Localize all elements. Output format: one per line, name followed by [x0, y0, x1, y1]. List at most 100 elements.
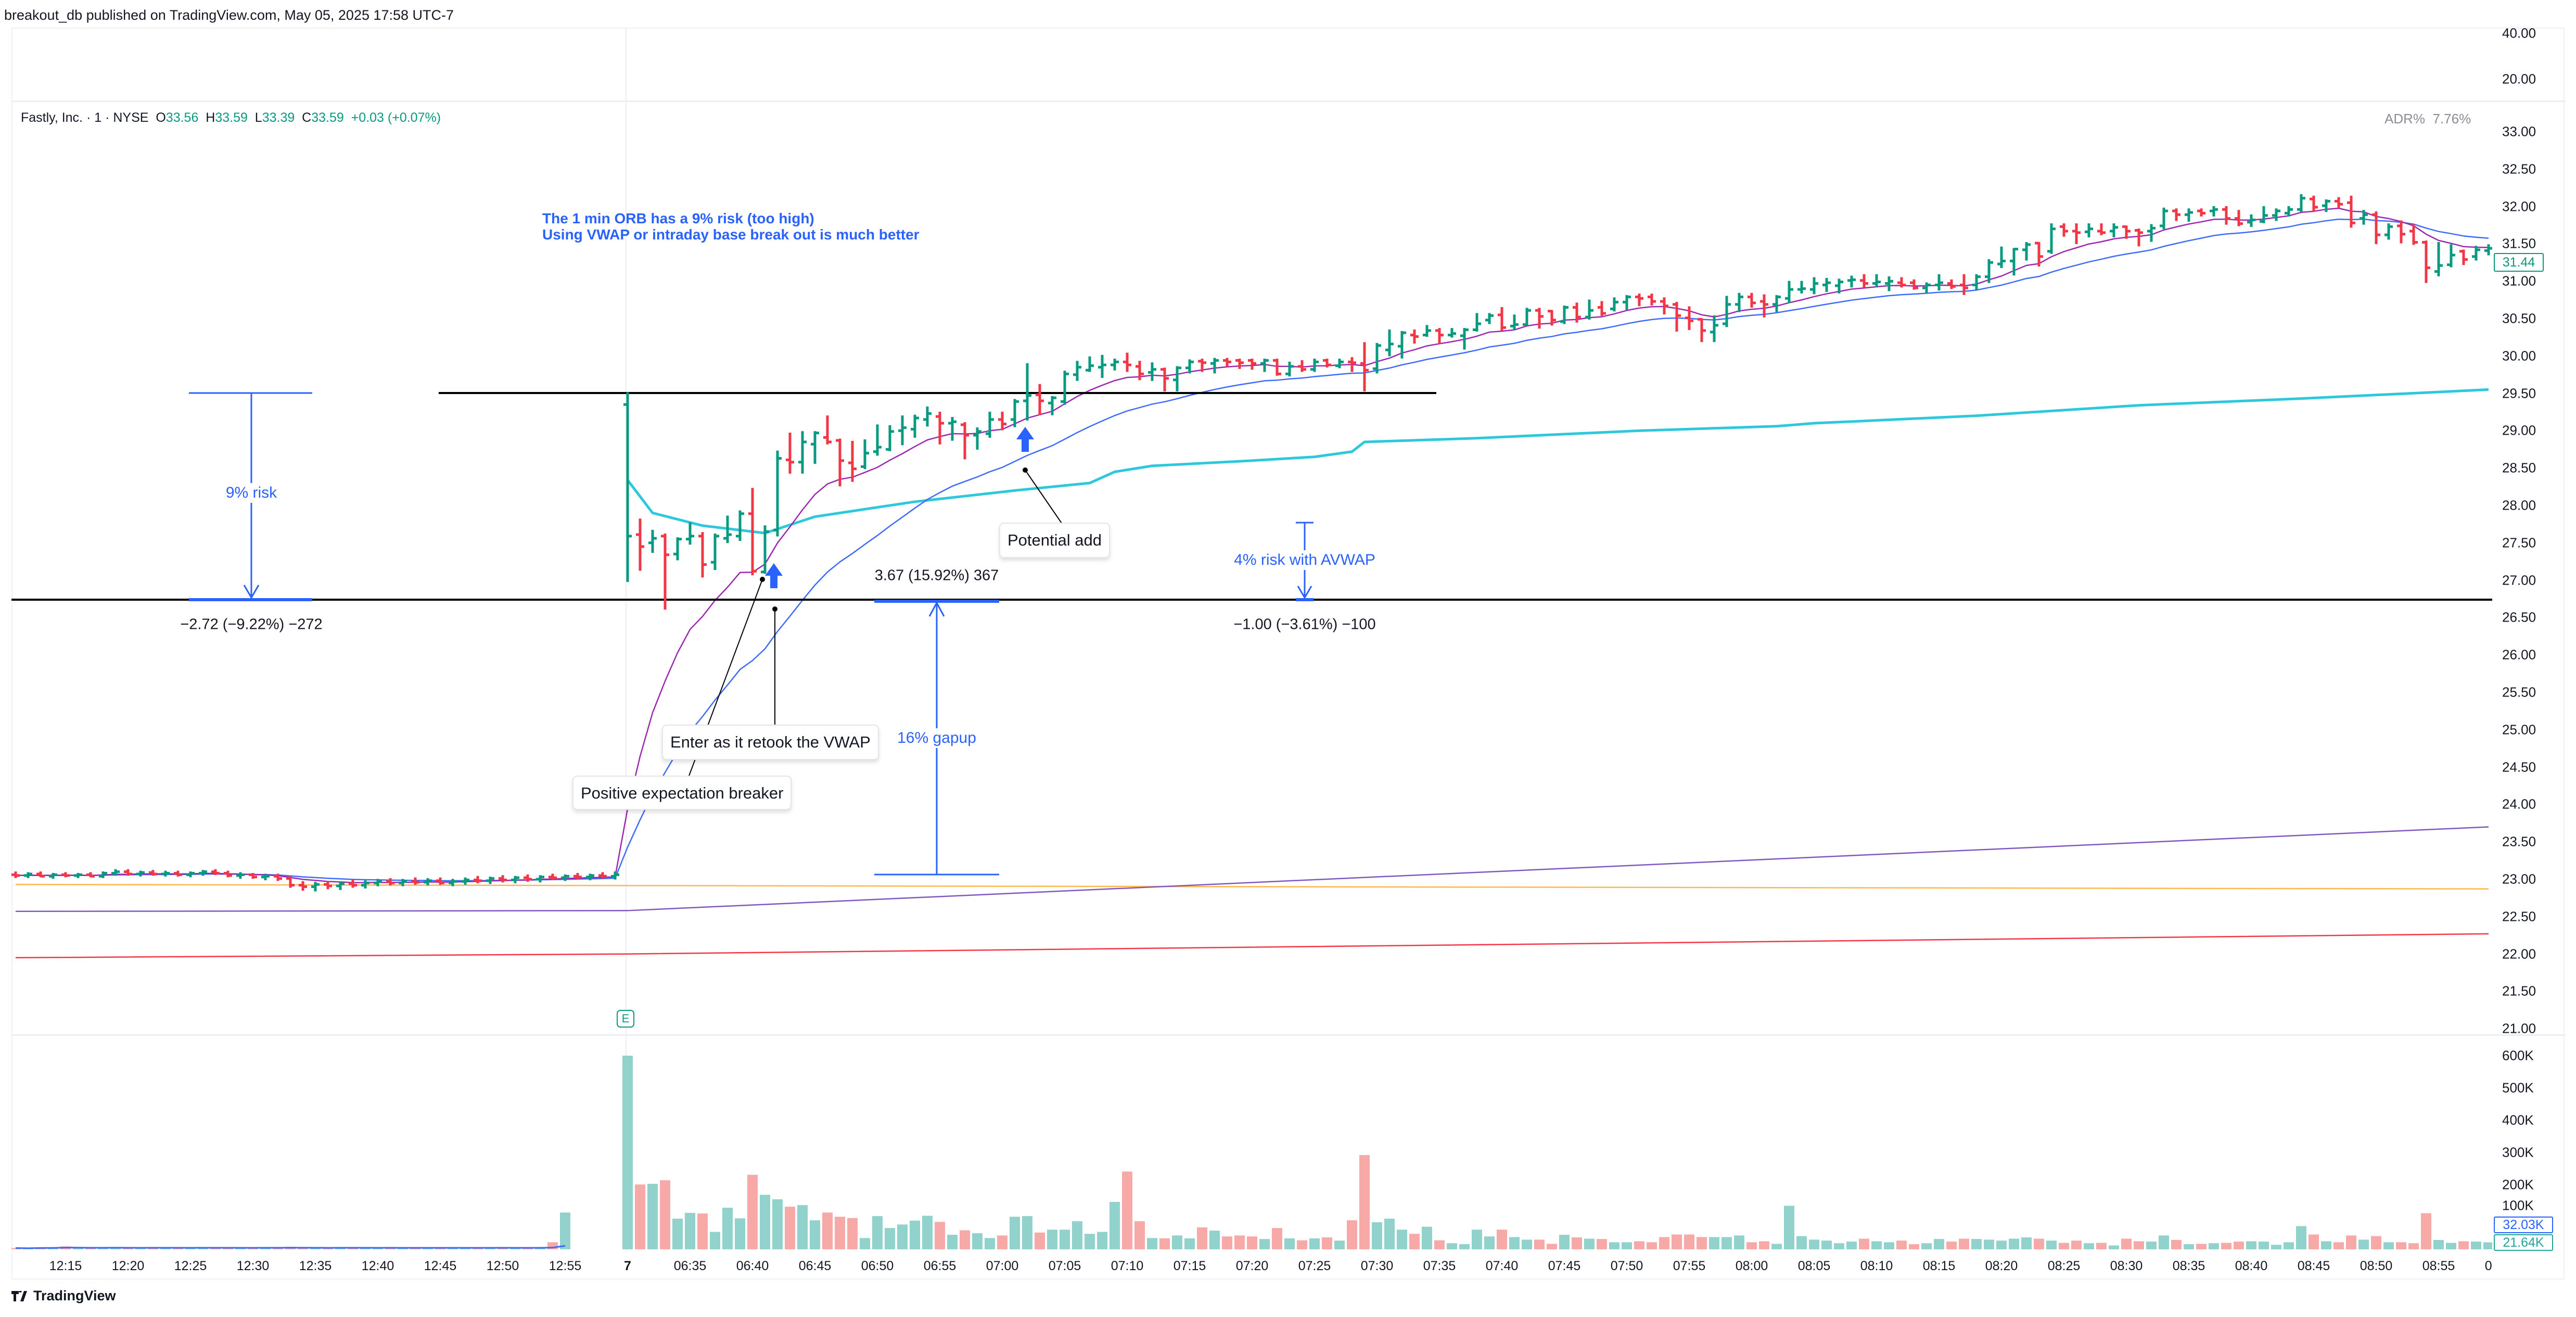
price-bar	[11, 871, 20, 878]
volume-bar	[1809, 1239, 1819, 1249]
volume-bar	[1721, 1237, 1732, 1249]
drawings[interactable]	[11, 392, 2492, 876]
volume-bar	[2309, 1234, 2319, 1249]
price-bar	[1835, 278, 1843, 294]
price-bar	[986, 411, 994, 438]
volume-bar	[2259, 1242, 2269, 1249]
price-bar	[1735, 293, 1743, 312]
price-axis-label: 22.00	[2502, 946, 2536, 962]
price-bar	[2422, 240, 2430, 283]
price-bar	[299, 881, 307, 891]
volume-bar	[1946, 1242, 1957, 1249]
price-bar	[2172, 208, 2180, 221]
volume-bar	[2296, 1226, 2306, 1249]
volume-bar	[510, 1248, 520, 1249]
price-bar	[1360, 342, 1369, 391]
published-caption: breakout_db published on TradingView.com…	[4, 7, 454, 23]
volume-bar	[2171, 1240, 2182, 1249]
price-bar	[186, 871, 195, 878]
price-bar	[124, 869, 132, 876]
price-bar	[49, 872, 57, 879]
price-bar	[111, 869, 120, 876]
price-bar	[261, 873, 270, 880]
price-bar	[1985, 259, 1993, 283]
price-bar	[823, 415, 832, 445]
price-bar	[723, 515, 732, 543]
entry-arrow-up-icon[interactable]	[765, 563, 783, 588]
earnings-marker-icon[interactable]: E	[617, 1010, 634, 1028]
note-line-2: Using VWAP or intraday base break out is…	[542, 226, 920, 243]
price-bar	[1435, 328, 1444, 344]
volume-bar	[85, 1248, 96, 1249]
callout-positive-expectation[interactable]: Positive expectation breaker	[572, 776, 792, 810]
volume-bar	[1859, 1238, 1869, 1249]
price-bar	[1972, 274, 1981, 290]
price-bar	[2372, 211, 2380, 244]
price-bar	[1185, 359, 1194, 374]
brand-name: TradingView	[33, 1288, 116, 1303]
volume-bar	[960, 1230, 970, 1249]
price-axis-label: 26.00	[2502, 647, 2536, 663]
price-bar	[1910, 279, 1918, 290]
price-bar	[149, 870, 157, 876]
callout-enter-vwap[interactable]: Enter as it retook the VWAP	[662, 725, 879, 760]
price-bar	[286, 876, 295, 888]
volume-bar	[1622, 1242, 1632, 1249]
price-bar	[2022, 242, 2031, 261]
volume-bar	[1697, 1237, 1707, 1249]
price-bar	[2147, 224, 2156, 242]
price-bar	[736, 510, 744, 541]
volume-bar	[1684, 1234, 1694, 1249]
volume-bar	[1871, 1241, 1882, 1249]
volume-bar	[1459, 1244, 1470, 1249]
price-bar	[798, 431, 807, 474]
pane-divider-volume[interactable]	[11, 1034, 2566, 1036]
volume-bar	[1634, 1241, 1644, 1249]
price-bar	[2310, 195, 2318, 212]
volume-bar	[885, 1228, 895, 1249]
price-bar	[1760, 294, 1768, 318]
price-bar	[1523, 308, 1531, 326]
price-bar	[486, 877, 494, 884]
volume-bar	[1434, 1240, 1445, 1249]
volume-bar	[2071, 1240, 2082, 1249]
volume-bar	[1509, 1237, 1520, 1249]
volume-bar	[810, 1220, 820, 1249]
volume-bar	[2009, 1238, 2019, 1249]
price-axis-label: 26.50	[2502, 609, 2536, 625]
volume-axis-label: 100K	[2502, 1197, 2534, 1213]
volume-bar	[1659, 1237, 1669, 1249]
price-bar	[961, 422, 969, 460]
price-bar	[411, 877, 419, 885]
price-axis-label: 30.50	[2502, 310, 2536, 326]
symbol-legend[interactable]: Fastly, Inc. · 1 · NYSE O33.56 H33.59 L3…	[21, 110, 441, 125]
strategy-note[interactable]: The 1 min ORB has a 9% risk (too high) U…	[542, 210, 920, 243]
price-axis-label: 27.50	[2502, 535, 2536, 551]
price-bar	[811, 431, 819, 464]
volume-bar	[1447, 1243, 1457, 1249]
price-bar	[1548, 310, 1556, 326]
price-bar	[1698, 318, 1706, 343]
price-bar	[2072, 223, 2081, 244]
price-bar	[1210, 358, 1219, 374]
price-bar	[2222, 206, 2230, 225]
price-bar	[361, 880, 369, 889]
price-bar	[911, 414, 919, 438]
callout-potential-add[interactable]: Potential add	[999, 523, 1110, 558]
pane-divider-top[interactable]	[11, 100, 2566, 102]
price-bar	[973, 427, 981, 450]
price-bar	[336, 882, 345, 890]
price-bar	[898, 415, 907, 446]
tradingview-logo[interactable]: TradingView	[11, 1288, 116, 1304]
volume-bar	[622, 1056, 633, 1249]
price-bar	[1485, 313, 1494, 324]
volume-bar	[1784, 1206, 1794, 1249]
price-bar	[1947, 279, 1956, 289]
ma-line-violet	[15, 826, 2489, 912]
volume-bar	[2134, 1241, 2144, 1249]
price-bar	[86, 872, 95, 878]
add-arrow-up-icon[interactable]	[1016, 427, 1034, 452]
price-bar	[2384, 223, 2393, 240]
price-bar	[99, 871, 107, 878]
